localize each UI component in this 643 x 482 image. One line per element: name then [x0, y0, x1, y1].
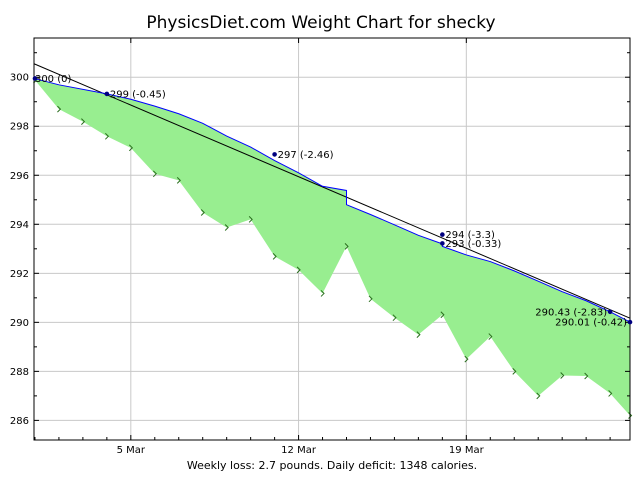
weight-mark-18 [464, 355, 469, 363]
y-tick-label-292: 292 [10, 269, 29, 280]
weight-mark-21 [536, 392, 541, 400]
annotation-marker-3 [440, 232, 445, 237]
weight-mark-9 [248, 216, 253, 223]
x-tick-label-19: 19 Mar [449, 445, 485, 456]
annotation-label-2: 297 (-2.46) [278, 150, 334, 161]
trend-line [33, 77, 631, 323]
x-tick-label-5: 5 Mar [117, 445, 146, 456]
weight-mark-24 [608, 390, 613, 397]
annotation-label-6: 290.01 (-0.42) [555, 318, 627, 329]
weight-area [34, 78, 630, 416]
weight-mark-7 [200, 209, 205, 216]
y-tick-label-290: 290 [10, 318, 29, 329]
weight-mark-2 [81, 118, 86, 125]
weight-mark-20 [512, 368, 517, 375]
chart-title: PhysicsDiet.com Weight Chart for shecky [146, 13, 495, 33]
weight-mark-13 [344, 243, 349, 250]
annotation-label-4: 293 (-0.33) [445, 239, 501, 250]
weight-mark-1 [57, 105, 62, 113]
annotation-marker-0 [32, 76, 38, 81]
annotation-marker-5 [607, 309, 613, 315]
x-tick-label-12: 12 Mar [281, 445, 317, 456]
y-tick-label-298: 298 [10, 122, 29, 133]
annotation-label-3: 294 (-3.3) [445, 230, 495, 241]
annotation-label-0: 300 (0) [35, 74, 72, 85]
weight-mark-10 [272, 253, 277, 260]
weight-mark-19 [488, 333, 493, 340]
y-tick-label-294: 294 [10, 220, 29, 231]
weight-mark-14 [368, 295, 373, 303]
weight-mark-22 [560, 372, 565, 379]
y-axis: 286 288 290 292 294 296 298 300 [10, 52, 630, 427]
y-tick-label-286: 286 [10, 416, 29, 427]
y-tick-label-288: 288 [10, 367, 29, 378]
weight-mark-6 [176, 177, 181, 184]
fit-line [33, 63, 631, 319]
weight-mark-23 [584, 372, 589, 380]
chart-footer: Weekly loss: 2.7 pounds. Daily deficit: … [187, 459, 477, 472]
weight-mark-11 [296, 266, 301, 274]
x-axis: 5 Mar 12 Mar 19 Mar [34, 38, 611, 456]
y-tick-label-300: 300 [10, 73, 29, 84]
annotation-marker-4 [440, 241, 445, 246]
annotation-label-5: 290.43 (-2.83) [535, 307, 607, 318]
annotation-label-1: 299 (-0.45) [110, 89, 166, 100]
annotation-marker-6 [627, 319, 633, 325]
weight-mark-12 [320, 290, 325, 297]
annotation-marker-2 [272, 152, 277, 157]
weight-mark-5 [152, 170, 157, 178]
weight-mark-8 [224, 224, 229, 231]
annotations: 300 (0)299 (-0.45)297 (-2.46)294 (-3.3)2… [32, 74, 633, 329]
plot-frame [33, 37, 631, 441]
weight-mark-3 [104, 132, 110, 140]
y-tick-label-296: 296 [10, 171, 29, 182]
annotation-marker-1 [104, 91, 110, 97]
weight-mark-4 [128, 144, 134, 152]
weight-mark-16 [416, 331, 421, 338]
weight-mark-17 [440, 311, 445, 319]
weight-mark-15 [392, 314, 397, 322]
